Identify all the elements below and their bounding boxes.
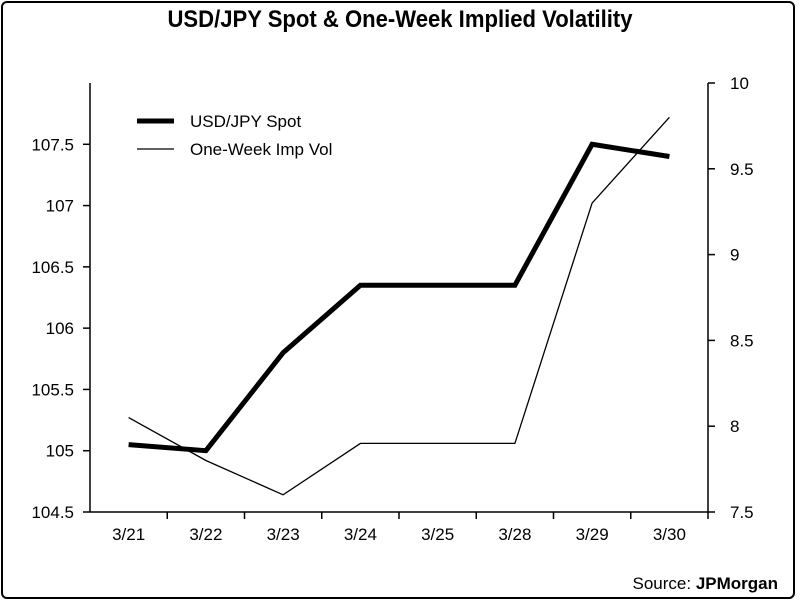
x-tick-label: 3/30 — [653, 525, 686, 544]
y-right-tick-label: 10 — [730, 74, 749, 93]
y-left-tick-label: 105 — [46, 442, 74, 461]
y-right-tick-label: 7.5 — [730, 503, 754, 522]
source-note: Source: JPMorgan — [632, 574, 778, 594]
ticks-group: 104.5 105 105.5 106 106.5 107 107.5 7.5 8 8.5 9 9.5… — [31, 74, 753, 544]
y-left-tick-label: 106 — [46, 319, 74, 338]
source-prefix: Source: — [632, 574, 692, 593]
x-tick-label: 3/22 — [189, 525, 222, 544]
x-tick-label: 3/25 — [421, 525, 454, 544]
x-tick-label: 3/24 — [344, 525, 377, 544]
y-right-tick-label: 9 — [730, 246, 739, 265]
x-tick-label: 3/28 — [498, 525, 531, 544]
y-right-tick-label: 8 — [730, 417, 739, 436]
legend-label: One-Week Imp Vol — [190, 140, 332, 159]
series-group — [128, 116, 670, 496]
y-left-tick-label: 107 — [46, 197, 74, 216]
y-left-tick-label: 105.5 — [31, 380, 74, 399]
y-left-tick-label: 106.5 — [31, 258, 74, 277]
x-tick-label: 3/29 — [576, 525, 609, 544]
series-line-one-week-imp-vol — [128, 116, 670, 496]
chart-title: USD/JPY Spot & One-Week Implied Volatili… — [167, 6, 633, 33]
x-tick-label: 3/21 — [112, 525, 145, 544]
series-line-usdjpy-spot — [128, 141, 670, 454]
y-right-tick-label: 9.5 — [730, 160, 754, 179]
x-tick-label: 3/23 — [267, 525, 300, 544]
y-right-tick-label: 8.5 — [730, 331, 754, 350]
legend-label: USD/JPY Spot — [190, 112, 301, 131]
source-name: JPMorgan — [695, 574, 778, 593]
y-left-tick-label: 107.5 — [31, 135, 74, 154]
legend: USD/JPY Spot One-Week Imp Vol — [137, 112, 332, 159]
y-left-tick-label: 104.5 — [31, 503, 74, 522]
